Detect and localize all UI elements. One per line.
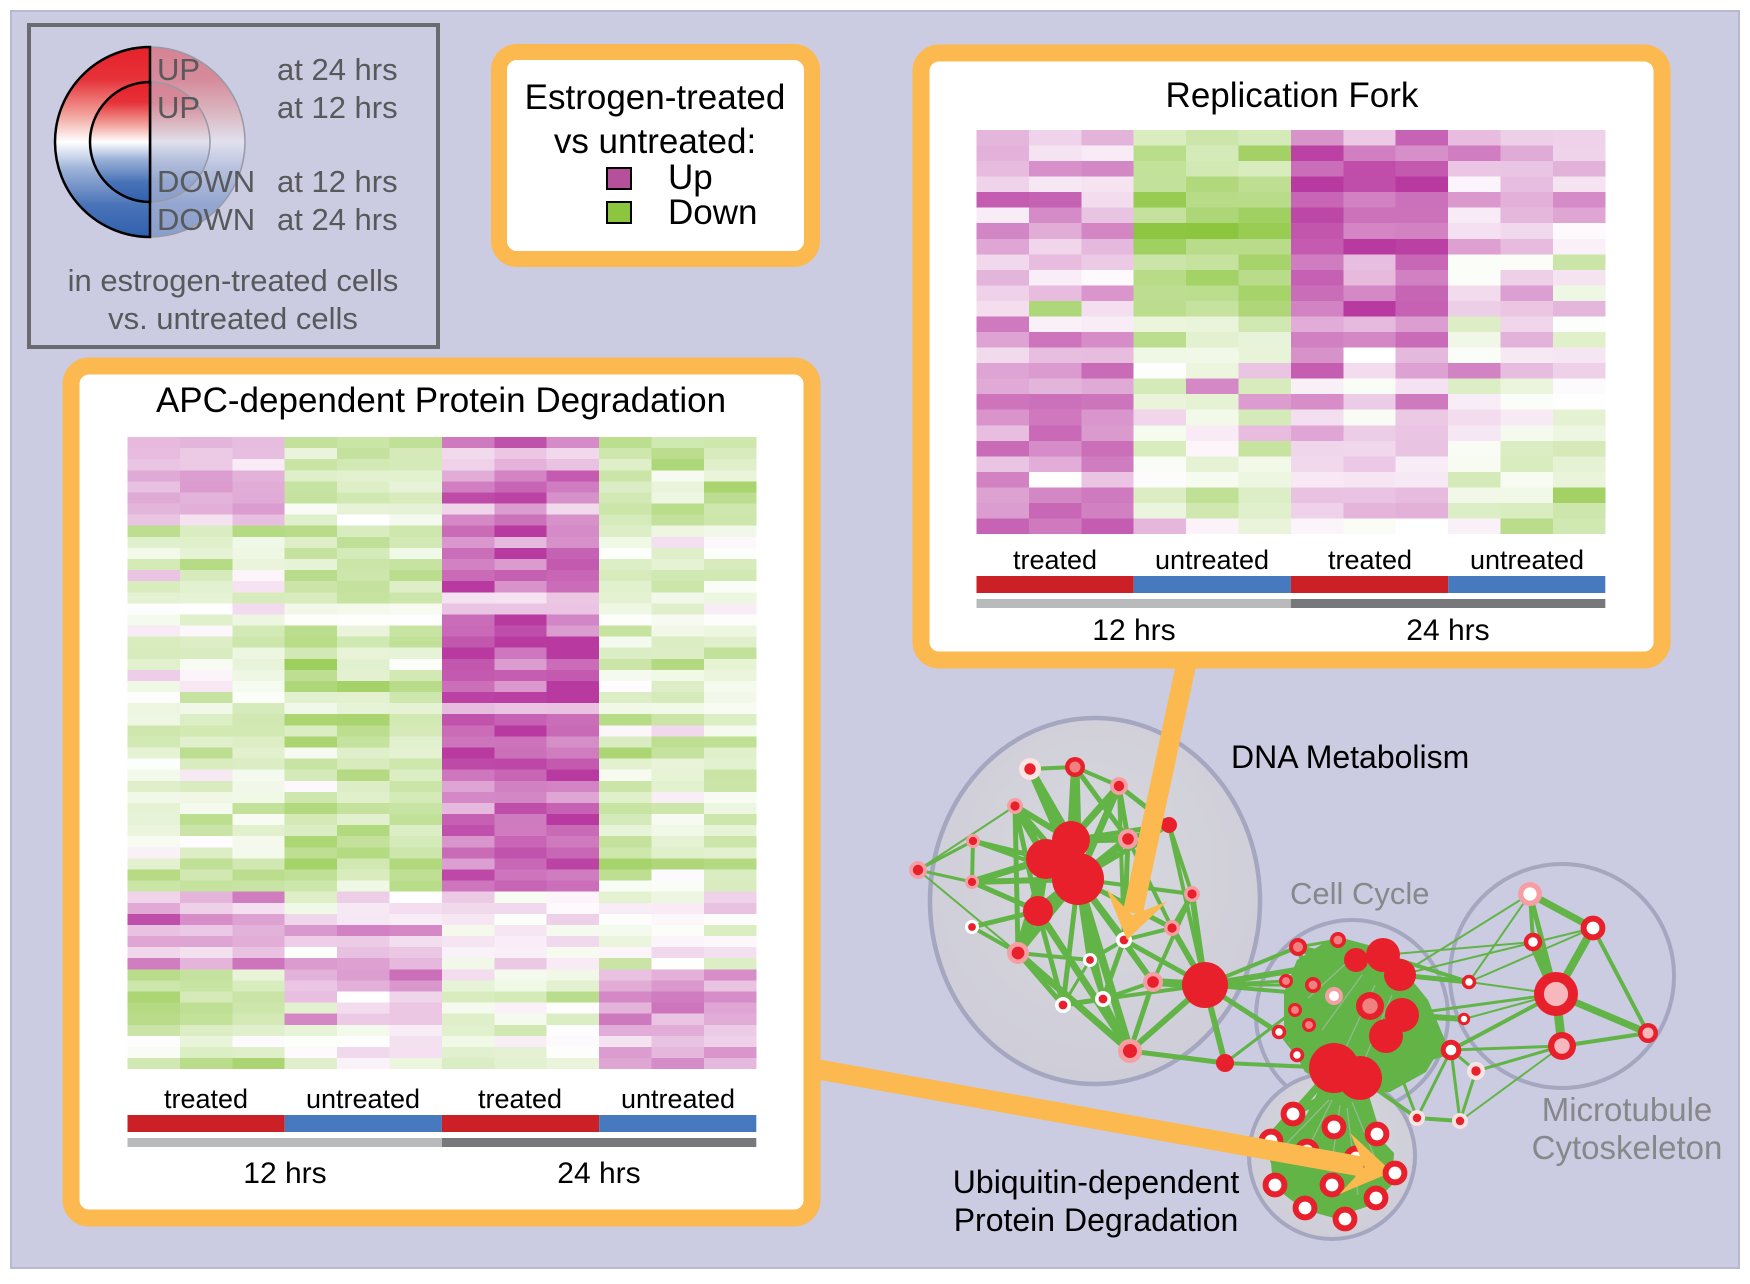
- svg-text:treated: treated: [1328, 545, 1412, 575]
- svg-text:DNA Metabolism: DNA Metabolism: [1231, 739, 1469, 775]
- svg-text:treated: treated: [164, 1084, 248, 1114]
- svg-text:at 24 hrs: at 24 hrs: [277, 202, 398, 237]
- svg-text:DOWN: DOWN: [157, 202, 255, 237]
- svg-text:Microtubule: Microtubule: [1542, 1091, 1713, 1128]
- svg-text:at 24 hrs: at 24 hrs: [277, 52, 398, 87]
- svg-text:at 12 hrs: at 12 hrs: [277, 164, 398, 199]
- svg-text:24 hrs: 24 hrs: [1406, 614, 1489, 647]
- svg-text:12 hrs: 12 hrs: [1092, 614, 1175, 647]
- svg-text:vs. untreated cells: vs. untreated cells: [108, 301, 358, 336]
- svg-text:UP: UP: [157, 90, 200, 125]
- svg-text:DOWN: DOWN: [157, 164, 255, 199]
- svg-text:in estrogen-treated cells: in estrogen-treated cells: [68, 263, 399, 298]
- svg-text:Estrogen-treated: Estrogen-treated: [525, 78, 786, 117]
- svg-text:treated: treated: [478, 1084, 562, 1114]
- svg-text:24 hrs: 24 hrs: [557, 1157, 640, 1190]
- svg-text:untreated: untreated: [1155, 545, 1269, 575]
- svg-text:vs untreated:: vs untreated:: [554, 122, 756, 161]
- svg-text:12 hrs: 12 hrs: [243, 1157, 326, 1190]
- svg-text:APC-dependent Protein Degradat: APC-dependent Protein Degradation: [156, 381, 726, 420]
- svg-text:Up: Up: [668, 158, 713, 197]
- svg-text:Cell Cycle: Cell Cycle: [1290, 876, 1430, 911]
- svg-text:at 12 hrs: at 12 hrs: [277, 90, 398, 125]
- svg-text:Cytoskeleton: Cytoskeleton: [1532, 1129, 1723, 1166]
- svg-text:Replication Fork: Replication Fork: [1166, 76, 1419, 115]
- svg-text:untreated: untreated: [306, 1084, 420, 1114]
- svg-text:untreated: untreated: [1470, 545, 1584, 575]
- svg-text:Protein Degradation: Protein Degradation: [954, 1202, 1239, 1238]
- svg-text:treated: treated: [1013, 545, 1097, 575]
- svg-text:untreated: untreated: [621, 1084, 735, 1114]
- svg-text:Down: Down: [668, 193, 757, 232]
- svg-text:Ubiquitin-dependent: Ubiquitin-dependent: [953, 1164, 1240, 1200]
- svg-text:UP: UP: [157, 52, 200, 87]
